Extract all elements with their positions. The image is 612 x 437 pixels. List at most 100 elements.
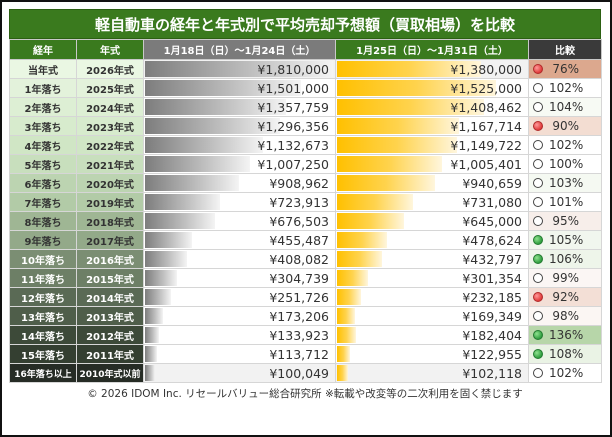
period2-value: ¥731,080 xyxy=(462,194,522,210)
period2-bar xyxy=(337,270,368,286)
compare-ratio: 95% xyxy=(552,214,579,228)
price-comparison-table: 経年 年式 1月18日（日）～1月24日（土） 1月25日（日）～1月31日（土… xyxy=(9,39,602,383)
year-cell: 2014年式 xyxy=(76,287,144,307)
compare-cell: 90% xyxy=(528,116,602,136)
age-cell: 6年落ち xyxy=(9,173,77,193)
period1-bar xyxy=(145,118,280,134)
compare-cell: 104% xyxy=(528,97,602,117)
period1-cell: ¥408,082 xyxy=(143,249,336,269)
header-row: 経年 年式 1月18日（日）～1月24日（土） 1月25日（日）～1月31日（土… xyxy=(9,39,602,60)
period2-cell: ¥102,118 xyxy=(335,363,529,383)
period1-cell: ¥251,726 xyxy=(143,287,336,307)
period1-bar xyxy=(145,270,177,286)
age-cell: 当年式 xyxy=(9,59,77,79)
table-row: 当年式 2026年式 ¥1,810,000 ¥1,380,000 76% xyxy=(9,59,602,79)
period1-cell: ¥1,007,250 xyxy=(143,154,336,174)
period2-value: ¥1,149,722 xyxy=(450,137,522,153)
period2-cell: ¥182,404 xyxy=(335,325,529,345)
period1-cell: ¥1,810,000 xyxy=(143,59,336,79)
period1-bar xyxy=(145,137,263,153)
period1-bar xyxy=(145,194,220,210)
period1-bar xyxy=(145,346,157,362)
period1-bar xyxy=(145,80,301,96)
period2-cell: ¥1,380,000 xyxy=(335,59,529,79)
year-cell: 2018年式 xyxy=(76,211,144,231)
year-cell: 2011年式 xyxy=(76,344,144,364)
compare-ratio: 102% xyxy=(549,366,584,380)
period2-value: ¥182,404 xyxy=(462,327,522,343)
period2-cell: ¥1,525,000 xyxy=(335,78,529,98)
table-row: 3年落ち 2023年式 ¥1,296,356 ¥1,167,714 90% xyxy=(9,116,602,136)
period2-cell: ¥432,797 xyxy=(335,249,529,269)
compare-cell: 76% xyxy=(528,59,602,79)
period2-cell: ¥731,080 xyxy=(335,192,529,212)
period2-bar xyxy=(337,137,457,153)
empty-circle-icon xyxy=(533,311,543,321)
compare-cell: 108% xyxy=(528,344,602,364)
age-cell: 10年落ち xyxy=(9,249,77,269)
compare-ratio: 98% xyxy=(552,309,579,323)
period2-value: ¥1,525,000 xyxy=(450,80,522,96)
period2-bar xyxy=(337,175,435,191)
compare-cell: 105% xyxy=(528,230,602,250)
compare-ratio: 136% xyxy=(549,328,584,342)
period2-cell: ¥301,354 xyxy=(335,268,529,288)
period1-value: ¥251,726 xyxy=(269,289,329,305)
period2-bar xyxy=(337,346,350,362)
period1-value: ¥455,487 xyxy=(269,232,329,248)
compare-ratio: 102% xyxy=(549,138,584,152)
period1-bar xyxy=(145,365,155,381)
compare-ratio: 76% xyxy=(552,62,579,76)
period2-bar xyxy=(337,156,442,172)
period2-bar xyxy=(337,99,484,115)
table-row: 10年落ち 2016年式 ¥408,082 ¥432,797 106% xyxy=(9,249,602,269)
period1-value: ¥133,923 xyxy=(269,327,329,343)
period2-value: ¥645,000 xyxy=(462,213,522,229)
table-row: 1年落ち 2025年式 ¥1,501,000 ¥1,525,000 102% xyxy=(9,78,602,98)
period1-value: ¥676,503 xyxy=(269,213,329,229)
age-cell: 5年落ち xyxy=(9,154,77,174)
table-title: 軽自動車の経年と年式別で平均売却予想額（買取相場）を比較 xyxy=(9,9,601,39)
red-circle-icon xyxy=(533,121,543,131)
period1-value: ¥723,913 xyxy=(269,194,329,210)
period2-value: ¥102,118 xyxy=(462,365,522,381)
period2-value: ¥1,408,462 xyxy=(450,99,522,115)
age-cell: 8年落ち xyxy=(9,211,77,231)
period1-value: ¥1,132,673 xyxy=(257,137,329,153)
period1-cell: ¥113,712 xyxy=(143,344,336,364)
period2-bar xyxy=(337,213,404,229)
period1-bar xyxy=(145,232,192,248)
copyright-footer: © 2026 IDOM Inc. リセールバリュー総合研究所 ※転載や改変等の二… xyxy=(87,388,523,400)
year-cell: 2021年式 xyxy=(76,154,144,174)
compare-cell: 98% xyxy=(528,306,602,326)
compare-cell: 103% xyxy=(528,173,602,193)
period2-bar xyxy=(337,61,481,77)
empty-circle-icon xyxy=(533,216,543,226)
period2-bar xyxy=(337,365,348,381)
green-circle-icon xyxy=(533,349,543,359)
compare-ratio: 104% xyxy=(549,100,584,114)
compare-cell: 136% xyxy=(528,325,602,345)
period2-bar xyxy=(337,232,387,248)
year-cell: 2016年式 xyxy=(76,249,144,269)
period2-bar xyxy=(337,80,496,96)
period2-value: ¥1,380,000 xyxy=(450,61,522,77)
compare-ratio: 99% xyxy=(552,271,579,285)
empty-circle-icon xyxy=(533,83,543,93)
header-compare: 比較 xyxy=(528,39,602,60)
period2-cell: ¥122,955 xyxy=(335,344,529,364)
table-row: 9年落ち 2017年式 ¥455,487 ¥478,624 105% xyxy=(9,230,602,250)
period1-value: ¥173,206 xyxy=(269,308,329,324)
table-row: 16年落ち以上 2010年式以前 ¥100,049 ¥102,118 102% xyxy=(9,363,602,383)
empty-circle-icon xyxy=(533,178,543,188)
period2-cell: ¥940,659 xyxy=(335,173,529,193)
period2-cell: ¥1,149,722 xyxy=(335,135,529,155)
period2-cell: ¥169,349 xyxy=(335,306,529,326)
header-year: 年式 xyxy=(76,39,144,60)
age-cell: 4年落ち xyxy=(9,135,77,155)
period1-bar xyxy=(145,99,286,115)
compare-cell: 102% xyxy=(528,135,602,155)
period2-cell: ¥645,000 xyxy=(335,211,529,231)
period1-value: ¥1,501,000 xyxy=(257,80,329,96)
compare-cell: 92% xyxy=(528,287,602,307)
